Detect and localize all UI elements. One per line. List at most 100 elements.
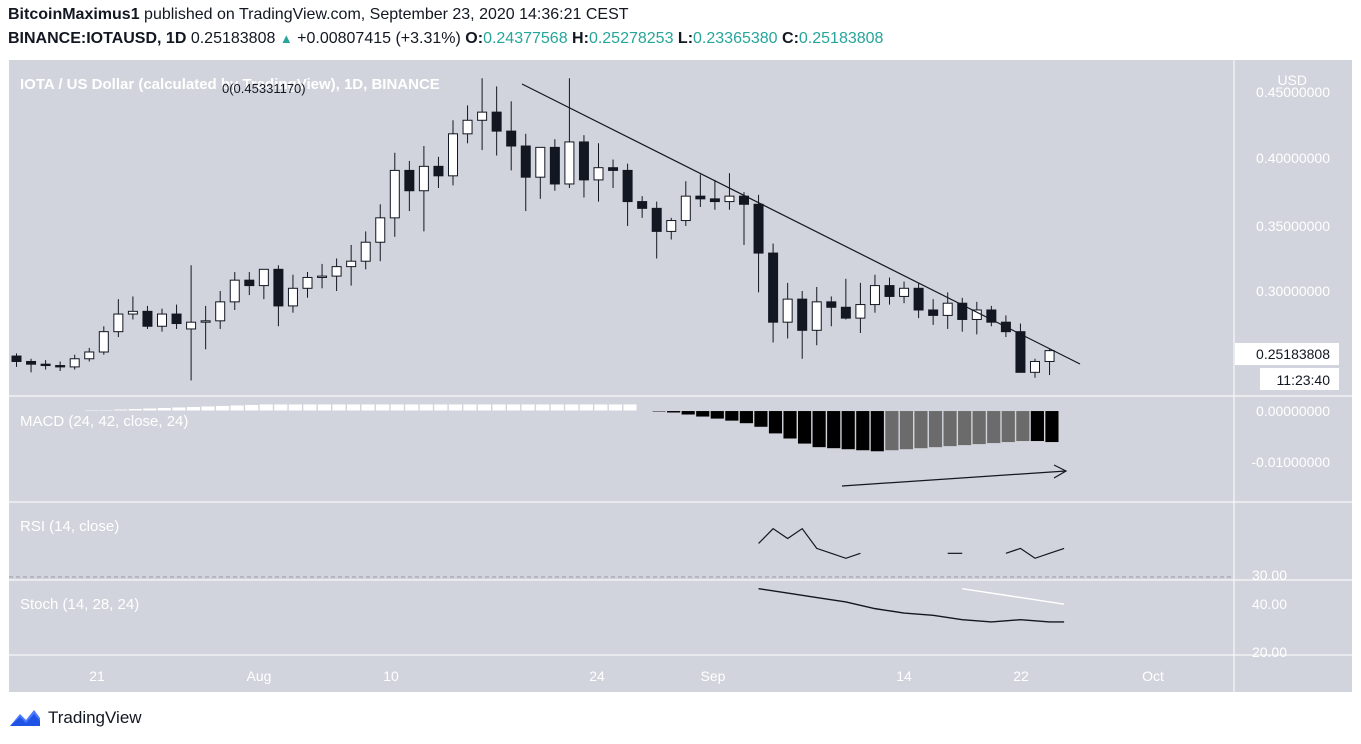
candle-body [680, 195, 691, 222]
high-value: 0.25278253 [588, 30, 674, 47]
macd-bar [200, 405, 216, 412]
plot-background [9, 60, 1234, 692]
macd-bar [259, 403, 274, 412]
candle [695, 174, 706, 207]
macd-bar [811, 410, 827, 448]
macd-bar [477, 403, 492, 412]
chart-title: IOTA / US Dollar (calculated by TradingV… [20, 76, 440, 93]
candle [215, 291, 226, 329]
candle [157, 308, 167, 332]
candle-body [724, 195, 735, 203]
stoch-tick: 40.00 [1252, 596, 1287, 612]
macd-bar [986, 410, 1001, 444]
candle-body [855, 304, 866, 319]
macd-label: MACD (24, 42, close, 24) [20, 413, 188, 430]
candle-body [811, 301, 822, 331]
candle-body [171, 313, 182, 325]
currency-label: USD [1277, 72, 1307, 88]
rsi-line [1005, 547, 1065, 559]
macd-bar [346, 403, 361, 412]
countdown-badge [1260, 368, 1339, 390]
candle-body [869, 285, 880, 306]
candle [171, 304, 182, 329]
rsi-line [758, 527, 861, 559]
candle-body [375, 217, 386, 243]
candle-body [913, 287, 924, 311]
candle-body [709, 198, 720, 203]
stoch-d-line [962, 587, 1065, 605]
candle [913, 282, 924, 319]
candle [928, 299, 939, 325]
candle-body [142, 310, 153, 327]
candle [1044, 349, 1055, 376]
candle [680, 181, 691, 226]
macd-bar [957, 410, 972, 446]
time-tick: 22 [1013, 668, 1029, 684]
macd-bar [971, 410, 987, 445]
macd-bar [360, 403, 376, 412]
macd-bar [739, 410, 754, 424]
candle-body [1030, 360, 1040, 373]
macd-bar [622, 403, 638, 412]
candle-body [971, 309, 982, 320]
candle-body [549, 146, 560, 185]
macd-bar [506, 403, 521, 412]
candle [797, 291, 808, 359]
author-name[interactable]: BitcoinMaximus1 [8, 6, 140, 23]
time-tick: Aug [247, 668, 272, 684]
macd-bar [913, 410, 929, 449]
candle-body [695, 195, 706, 200]
macd-bar [462, 403, 478, 412]
tradingview-brand-text: TradingView [48, 708, 142, 727]
tradingview-logo[interactable]: TradingView [8, 708, 142, 728]
low-value: 0.23365380 [693, 30, 778, 47]
candle [1015, 323, 1026, 373]
candle-body [157, 313, 167, 327]
stoch-k-line [758, 587, 1065, 623]
candle [462, 105, 473, 144]
candle [258, 268, 269, 300]
candle-body [360, 241, 371, 262]
candle [11, 353, 22, 367]
candle [651, 201, 662, 259]
candle-body [229, 279, 240, 303]
macd-bar [1015, 410, 1031, 442]
stoch-pane [758, 587, 1065, 623]
macd-bar [651, 410, 667, 413]
macd-bar [419, 403, 434, 412]
macd-bar [128, 408, 143, 412]
candle-body [462, 119, 473, 135]
candle [331, 258, 342, 292]
descending-trendline[interactable] [521, 83, 1081, 365]
macd-divergence-line[interactable] [841, 470, 1067, 487]
macd-bar [491, 403, 507, 412]
candle [273, 265, 284, 327]
candle [899, 281, 910, 304]
macd-bar [520, 403, 536, 412]
open-label: O: [465, 30, 484, 47]
macd-bar [229, 404, 245, 412]
candle [98, 326, 109, 355]
candle-body [622, 169, 633, 203]
candle-body [244, 279, 255, 287]
macd-bar [724, 410, 740, 422]
candle [811, 286, 822, 346]
macd-tick: 0.00000000 [1256, 403, 1330, 419]
close-label: C: [782, 30, 799, 47]
macd-bar [317, 403, 332, 412]
candle-body [84, 351, 95, 360]
candles-group [11, 78, 1055, 381]
candle-body [273, 268, 284, 307]
close-value: 0.25183808 [798, 30, 884, 47]
candle-body [477, 111, 488, 121]
price-tick: 0.35000000 [1256, 218, 1330, 234]
candle [578, 135, 589, 198]
candle-countdown: 11:23:40 [1277, 372, 1331, 388]
candle [317, 263, 328, 289]
candle-body [69, 358, 80, 368]
candle-body [797, 298, 808, 331]
macd-bar [1030, 410, 1045, 442]
macd-bar [331, 403, 347, 412]
macd-bar [389, 403, 405, 412]
